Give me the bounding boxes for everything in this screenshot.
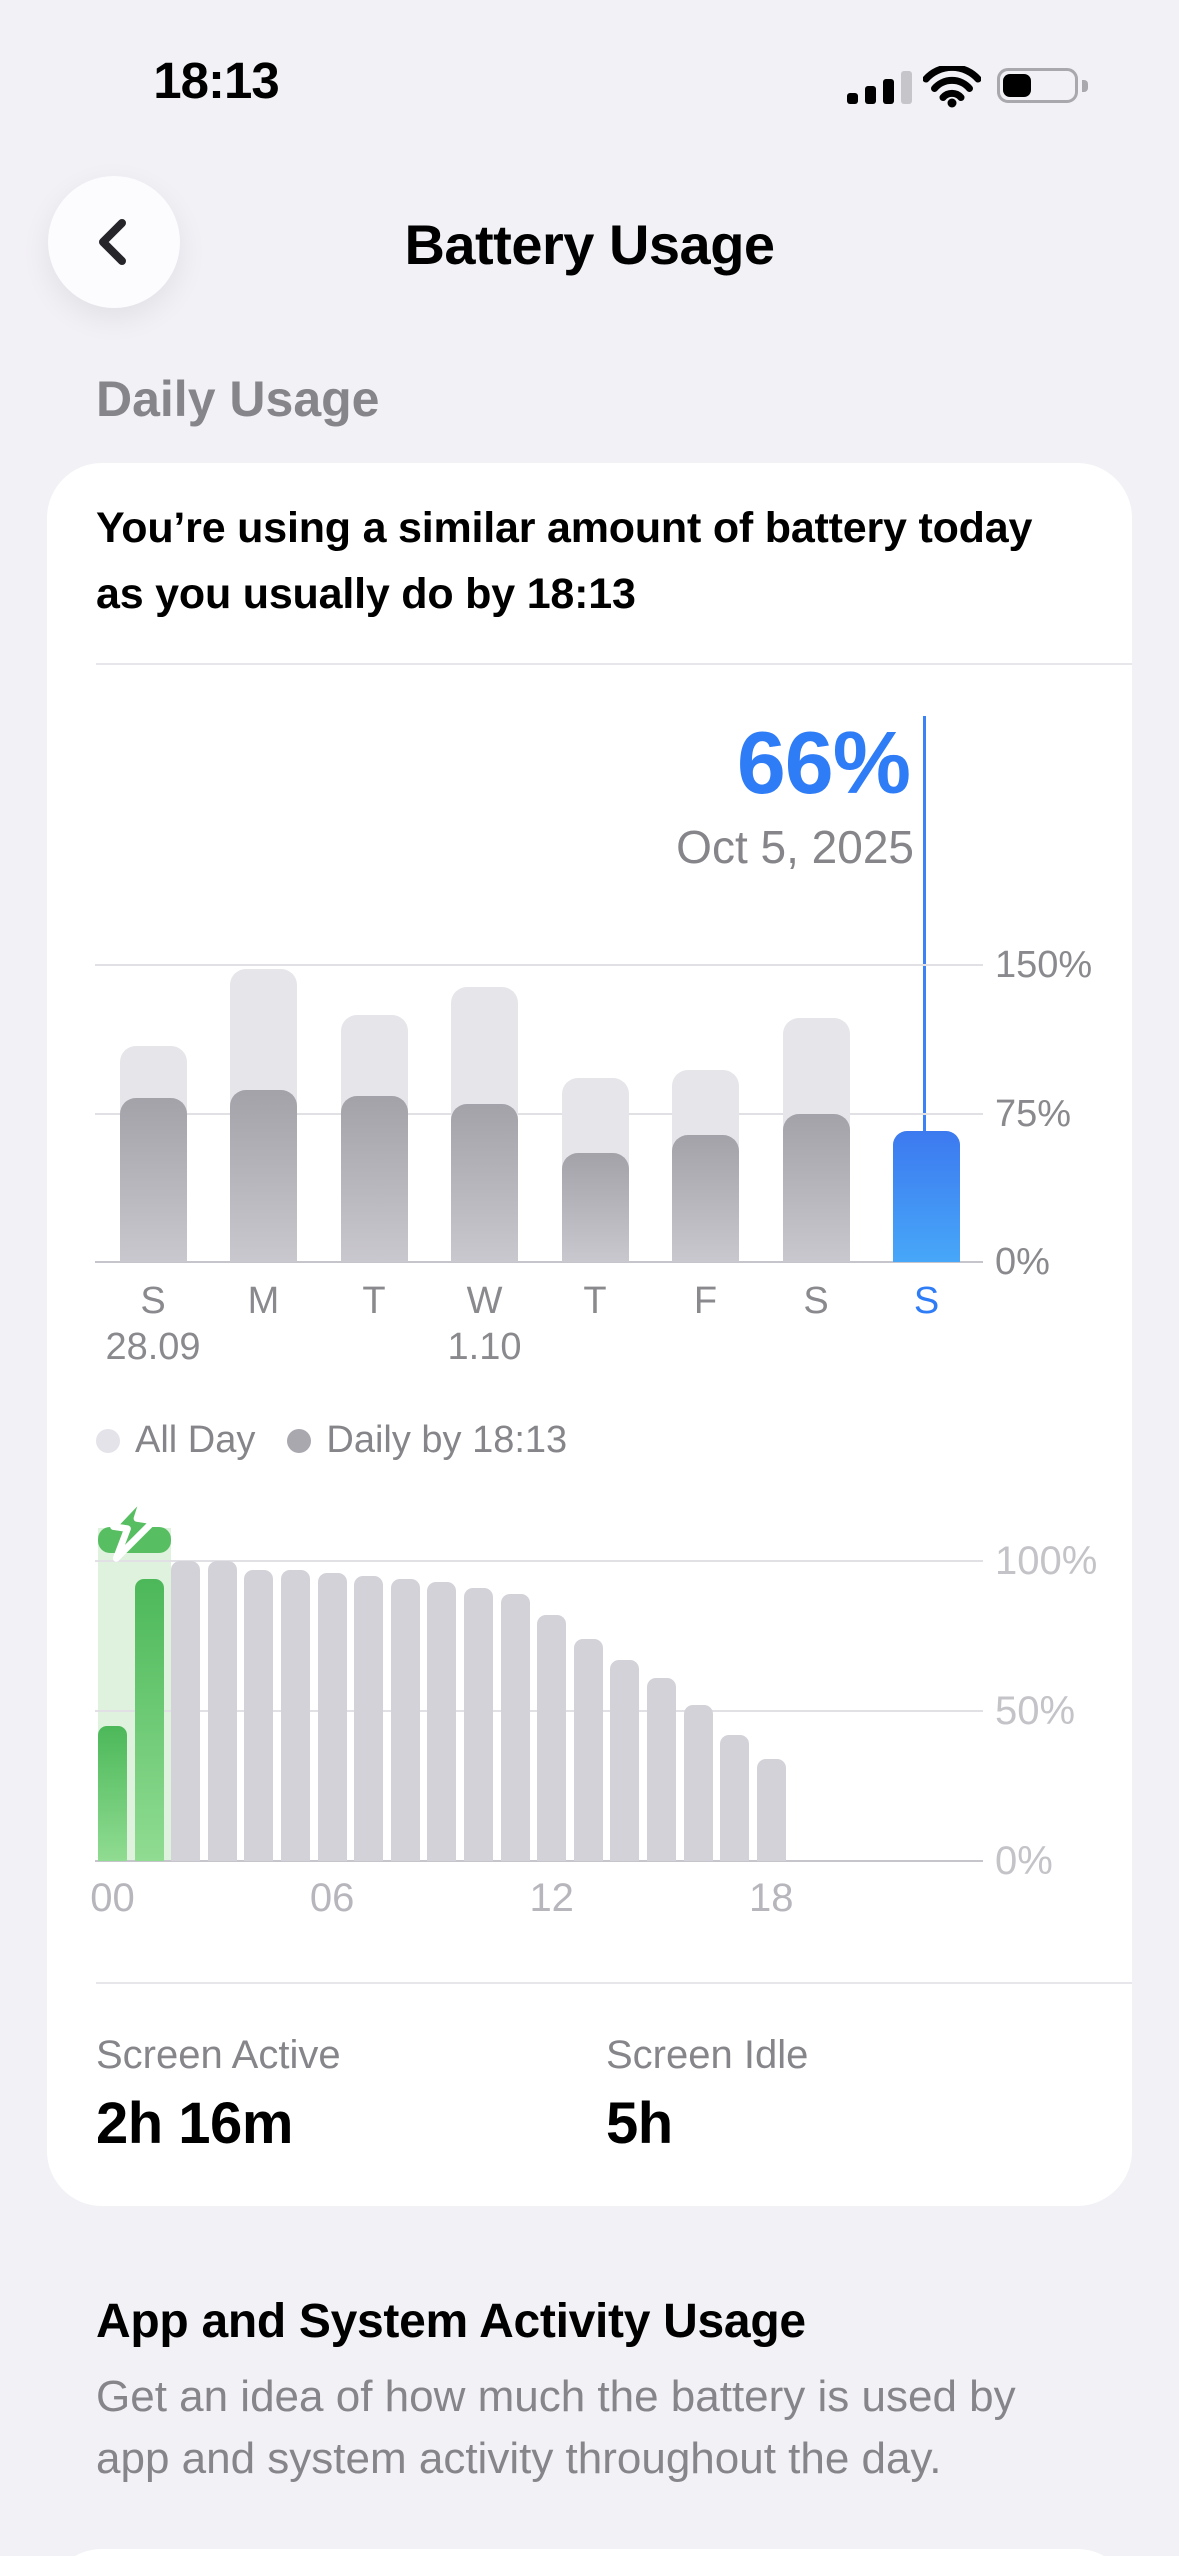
selected-day-date: Oct 5, 2025: [676, 821, 914, 873]
y-axis-label: 100%: [995, 1539, 1098, 1583]
divider: [96, 663, 1132, 665]
hour-bar[interactable]: [573, 1639, 603, 1861]
selected-day-percent: 66%: [736, 713, 911, 812]
battery-fill: [1003, 74, 1031, 97]
day-bar-today[interactable]: [893, 1131, 960, 1262]
x-axis-day-label: T: [583, 1280, 607, 1322]
battery-icon: [997, 68, 1078, 103]
screen-idle-label: Screen Idle: [606, 2033, 809, 2077]
x-axis-date-label: 1.10: [447, 1326, 522, 1368]
legend-label-daily: Daily by 18:13: [326, 1419, 568, 1461]
x-axis-day-label: S: [913, 1280, 940, 1322]
hour-bar-charging[interactable]: [134, 1579, 164, 1861]
hour-bar[interactable]: [647, 1678, 676, 1861]
hour-bar[interactable]: [207, 1561, 237, 1861]
status-bar-time: 18:13: [153, 52, 279, 109]
x-axis-day-label: S: [803, 1280, 829, 1322]
x-axis-hour-label: 18: [749, 1876, 794, 1920]
divider: [96, 1982, 1132, 1984]
screen-active-label: Screen Active: [96, 2033, 341, 2077]
day-bar-daily[interactable]: [672, 1135, 739, 1262]
wifi-icon: [922, 63, 982, 113]
daily-usage-card: [47, 463, 1132, 2206]
lightning-bolt-icon: [102, 1488, 164, 1566]
hour-bar[interactable]: [281, 1570, 310, 1861]
page-title: Battery Usage: [404, 213, 775, 276]
daily-usage-headline: You’re using a similar amount of battery…: [96, 504, 1033, 618]
selected-day-indicator-line: [923, 716, 926, 1132]
gridline-0%: [95, 1261, 983, 1263]
day-bar-daily[interactable]: [782, 1113, 850, 1262]
x-axis-date-label: 28.09: [105, 1326, 201, 1368]
hour-bar[interactable]: [427, 1582, 457, 1861]
x-axis-hour-label: 06: [309, 1876, 355, 1920]
battery-nub: [1082, 80, 1088, 92]
x-axis-hour-label: 00: [90, 1876, 135, 1920]
x-axis-hour-label: 12: [529, 1876, 574, 1920]
hour-bar[interactable]: [354, 1576, 384, 1861]
x-axis-day-label: S: [140, 1280, 166, 1322]
next-card: [47, 2549, 1132, 2556]
screen-idle-value: 5h: [606, 2091, 673, 2156]
legend-dot-all-day: [96, 1428, 120, 1453]
hour-bar[interactable]: [720, 1735, 750, 1861]
y-axis-label: 0%: [995, 1241, 1050, 1283]
legend-label-all-day: All Day: [135, 1419, 256, 1461]
hour-bar[interactable]: [390, 1579, 420, 1861]
hour-bar[interactable]: [317, 1573, 347, 1861]
hour-bar[interactable]: [610, 1660, 640, 1861]
x-axis-day-label: T: [362, 1280, 386, 1322]
gridline-100%: [95, 1560, 983, 1562]
hour-bar[interactable]: [756, 1759, 786, 1861]
hour-bar-charging[interactable]: [98, 1726, 127, 1861]
cellular-signal-icon: [847, 70, 913, 104]
day-bar-daily[interactable]: [451, 1103, 518, 1262]
app-activity-description: Get an idea of how much the battery is u…: [96, 2372, 1016, 2483]
hour-bar[interactable]: [464, 1588, 493, 1861]
gridline-0%: [95, 1860, 983, 1862]
x-axis-day-label: F: [693, 1280, 718, 1322]
hour-bar[interactable]: [683, 1705, 713, 1861]
legend-dot-daily: [287, 1428, 312, 1453]
x-axis-day-label: M: [247, 1280, 280, 1322]
hour-bar[interactable]: [244, 1570, 274, 1861]
y-axis-label: 0%: [995, 1839, 1053, 1883]
day-bar-daily[interactable]: [230, 1089, 297, 1262]
app-activity-heading: App and System Activity Usage: [96, 2295, 806, 2348]
x-axis-day-label: W: [466, 1280, 503, 1322]
y-axis-label: 75%: [995, 1092, 1072, 1135]
day-bar-daily[interactable]: [561, 1153, 629, 1262]
gridline-150%: [95, 964, 983, 966]
y-axis-label: 50%: [995, 1689, 1076, 1733]
chevron-left-icon: [99, 219, 126, 265]
gridline-75%: [95, 1112, 983, 1115]
day-bar-daily[interactable]: [340, 1095, 408, 1262]
back-button[interactable]: [48, 176, 180, 308]
hour-bar[interactable]: [500, 1594, 530, 1861]
screen-active-value: 2h 16m: [96, 2091, 293, 2156]
hour-bar[interactable]: [537, 1615, 567, 1861]
hour-bar[interactable]: [171, 1561, 201, 1861]
chart-legend: All Day Daily by 18:13: [96, 1419, 567, 1462]
section-header-daily-usage: Daily Usage: [96, 371, 380, 427]
day-bar-daily[interactable]: [119, 1097, 187, 1262]
y-axis-label: 150%: [995, 944, 1093, 986]
